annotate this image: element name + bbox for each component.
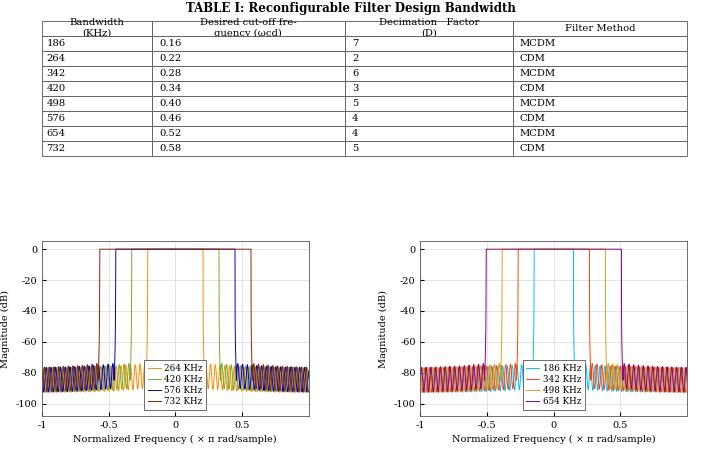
- 264 KHz: [294, 384, 302, 389]
- 654 KHz: [484, 246, 492, 252]
- 576 KHz: [38, 369, 46, 374]
- 654 KHz: [635, 367, 644, 373]
- 420 KHz: [294, 365, 302, 371]
- 342 KHz: [484, 376, 492, 381]
- 654 KHz: [443, 384, 451, 390]
- Legend: 186 KHz, 342 KHz, 498 KHz, 654 KHz: 186 KHz, 342 KHz, 498 KHz, 654 KHz: [523, 360, 585, 410]
- 342 KHz: [653, 384, 662, 389]
- 498 KHz: [653, 380, 662, 386]
- 732 KHz: [275, 376, 283, 382]
- 576 KHz: [64, 381, 73, 387]
- 264 KHz: [275, 384, 283, 389]
- 186 KHz: [420, 390, 428, 395]
- 420 KHz: [275, 365, 283, 370]
- 186 KHz: [629, 368, 637, 374]
- 498 KHz: [683, 389, 691, 394]
- 186 KHz: [530, 246, 538, 252]
- 264 KHz: [144, 246, 152, 252]
- Line: 186 KHz: 186 KHz: [421, 249, 687, 393]
- Y-axis label: Magnitude (dB): Magnitude (dB): [1, 290, 10, 368]
- 342 KHz: [629, 388, 637, 394]
- Line: 264 KHz: 264 KHz: [42, 249, 308, 393]
- 732 KHz: [38, 389, 46, 394]
- 732 KHz: [38, 389, 46, 394]
- 264 KHz: [304, 388, 313, 393]
- 654 KHz: [416, 372, 425, 378]
- 420 KHz: [38, 376, 46, 381]
- 654 KHz: [683, 372, 691, 378]
- 186 KHz: [672, 365, 681, 371]
- 264 KHz: [105, 388, 114, 393]
- 342 KHz: [418, 390, 427, 395]
- 342 KHz: [443, 385, 451, 390]
- X-axis label: Normalized Frequency ( × π rad/sample): Normalized Frequency ( × π rad/sample): [452, 435, 655, 444]
- 732 KHz: [250, 364, 259, 369]
- 186 KHz: [635, 376, 644, 381]
- Text: TABLE I: Reconfigurable Filter Design Bandwidth: TABLE I: Reconfigurable Filter Design Ba…: [186, 2, 515, 15]
- 576 KHz: [111, 246, 120, 252]
- Line: 732 KHz: 732 KHz: [42, 249, 308, 392]
- 498 KHz: [672, 381, 681, 386]
- 420 KHz: [128, 246, 136, 252]
- 498 KHz: [443, 364, 451, 370]
- 576 KHz: [257, 369, 265, 375]
- 420 KHz: [41, 390, 50, 395]
- Line: 654 KHz: 654 KHz: [421, 249, 687, 392]
- 732 KHz: [304, 389, 313, 394]
- 264 KHz: [39, 390, 47, 395]
- 732 KHz: [257, 386, 265, 392]
- Legend: 264 KHz, 420 KHz, 576 KHz, 732 KHz: 264 KHz, 420 KHz, 576 KHz, 732 KHz: [144, 360, 206, 410]
- 420 KHz: [105, 364, 114, 370]
- 264 KHz: [64, 365, 73, 371]
- 498 KHz: [416, 389, 425, 394]
- 264 KHz: [38, 388, 46, 393]
- 654 KHz: [672, 365, 681, 371]
- Line: 576 KHz: 576 KHz: [42, 249, 308, 392]
- 420 KHz: [64, 383, 73, 388]
- 420 KHz: [250, 370, 259, 375]
- 264 KHz: [257, 388, 265, 394]
- 576 KHz: [105, 377, 114, 382]
- Y-axis label: Magnitude (dB): Magnitude (dB): [379, 290, 388, 368]
- 498 KHz: [498, 246, 506, 252]
- 654 KHz: [420, 389, 428, 395]
- 498 KHz: [629, 368, 637, 374]
- 576 KHz: [304, 369, 313, 374]
- 654 KHz: [629, 371, 637, 377]
- 732 KHz: [64, 364, 73, 369]
- 186 KHz: [416, 379, 425, 384]
- 498 KHz: [416, 389, 425, 395]
- 732 KHz: [105, 246, 114, 252]
- 732 KHz: [95, 246, 104, 252]
- 186 KHz: [683, 379, 691, 384]
- 420 KHz: [257, 372, 265, 377]
- 342 KHz: [672, 384, 681, 389]
- 576 KHz: [275, 385, 283, 391]
- 264 KHz: [250, 372, 259, 378]
- 186 KHz: [653, 365, 662, 371]
- 576 KHz: [294, 386, 302, 391]
- 186 KHz: [484, 367, 492, 372]
- Line: 420 KHz: 420 KHz: [42, 249, 308, 393]
- 420 KHz: [304, 376, 313, 381]
- X-axis label: Normalized Frequency ( × π rad/sample): Normalized Frequency ( × π rad/sample): [74, 435, 277, 444]
- 342 KHz: [683, 367, 691, 372]
- 576 KHz: [40, 389, 48, 395]
- 498 KHz: [484, 384, 492, 389]
- 342 KHz: [416, 367, 425, 372]
- Line: 498 KHz: 498 KHz: [421, 249, 687, 392]
- 732 KHz: [294, 377, 302, 383]
- 576 KHz: [250, 387, 259, 393]
- 498 KHz: [635, 388, 644, 393]
- 342 KHz: [514, 246, 522, 252]
- 654 KHz: [653, 365, 662, 370]
- 654 KHz: [482, 246, 490, 252]
- 342 KHz: [635, 368, 644, 373]
- 186 KHz: [443, 380, 451, 385]
- Line: 342 KHz: 342 KHz: [421, 249, 687, 393]
